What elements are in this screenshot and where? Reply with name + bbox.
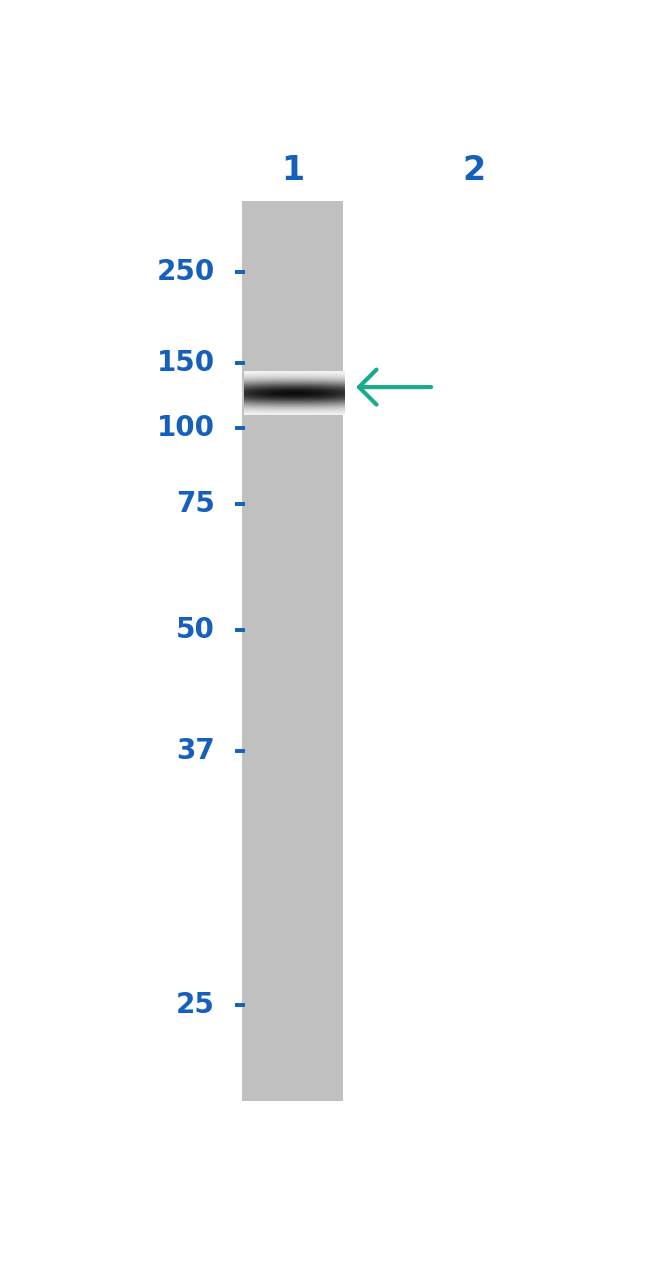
Text: 1: 1 [281, 154, 304, 187]
Text: 50: 50 [176, 616, 214, 644]
Text: 100: 100 [157, 414, 215, 442]
Text: 2: 2 [463, 154, 486, 187]
Text: 75: 75 [176, 490, 214, 518]
Text: 37: 37 [176, 737, 214, 765]
Text: 250: 250 [157, 258, 215, 286]
Bar [242, 202, 343, 1101]
Text: 25: 25 [176, 991, 214, 1019]
Text: 150: 150 [157, 349, 215, 377]
